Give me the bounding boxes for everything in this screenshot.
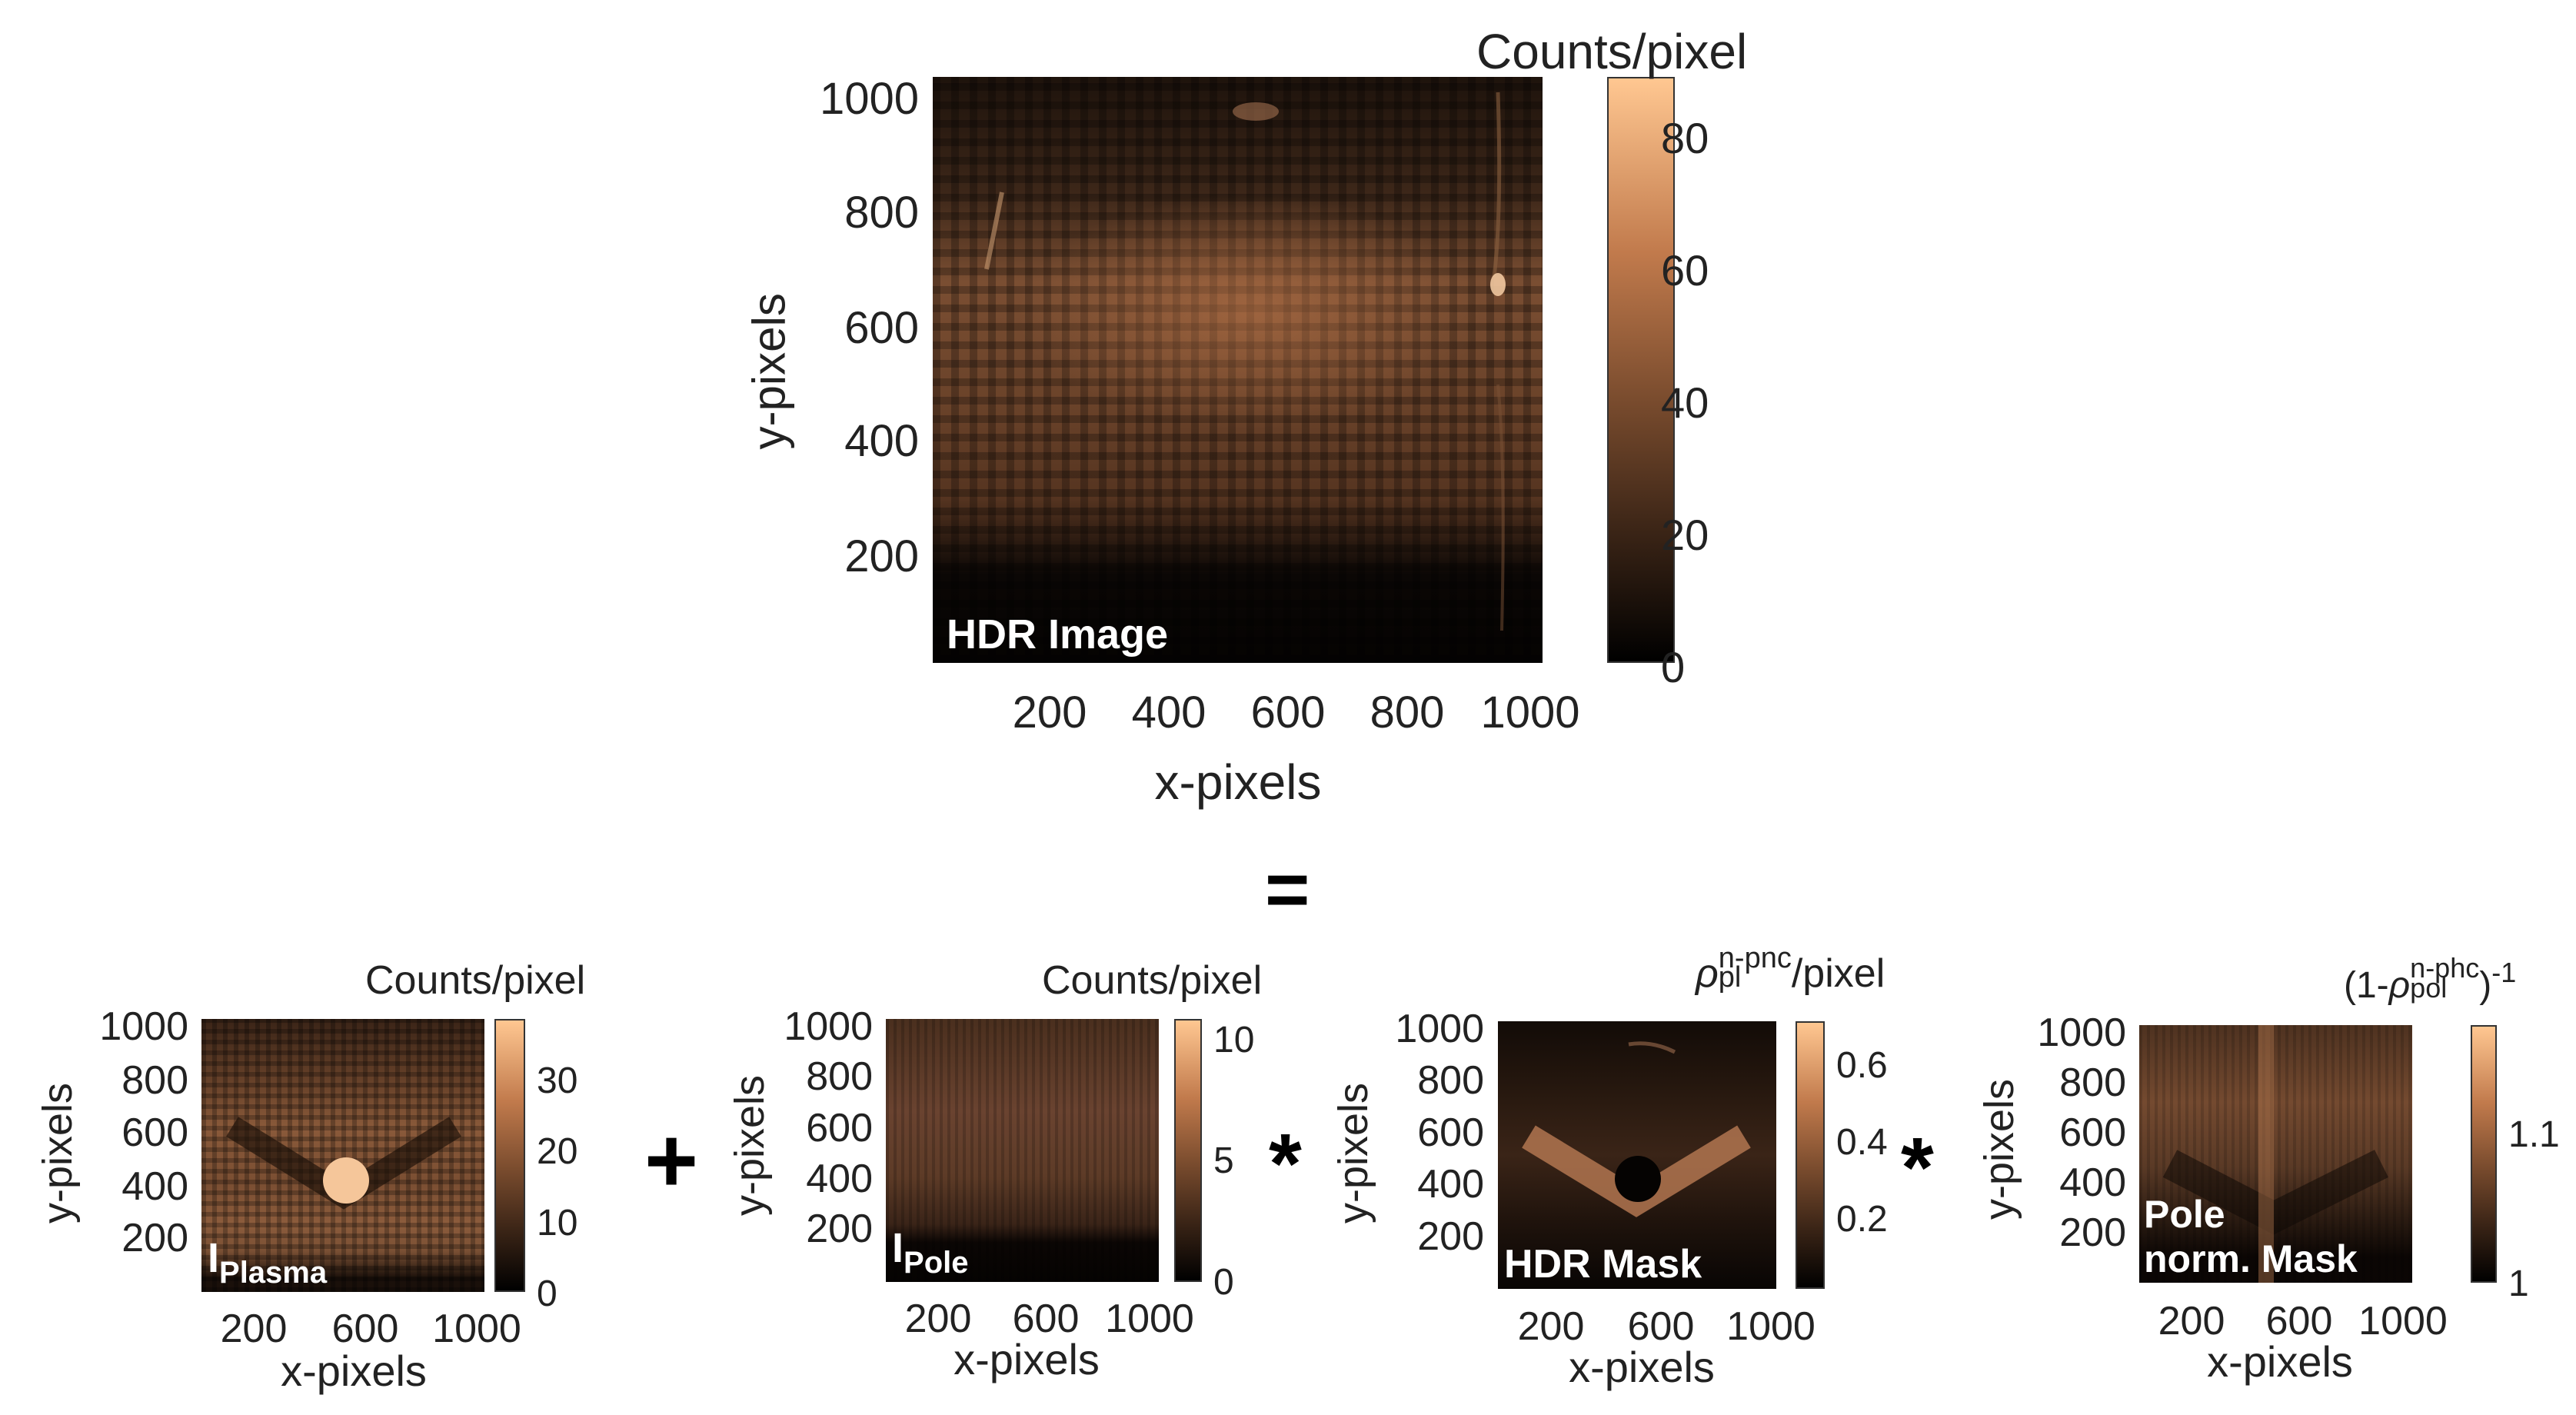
y-axis-label: y-pixels [1330, 1082, 1376, 1224]
colorbar-title: Counts/pixel [1476, 24, 1748, 79]
pole-norm-mask-overlay-label: Pole norm. Mask [2144, 1193, 2358, 1280]
x-tick-label: 600 [1627, 1304, 1695, 1349]
hdr-image-features [984, 92, 1506, 631]
x-axis-label: x-pixels [1569, 1343, 1715, 1391]
y-tick-label: 800 [2059, 1060, 2126, 1105]
y-tick-label: 600 [121, 1110, 188, 1155]
colorbar-tick-label: 40 [1661, 378, 1709, 427]
pole-norm-mask-image: Pole norm. Mask [2139, 1025, 2412, 1283]
x-tick-label: 1000 [1726, 1304, 1816, 1349]
y-axis-label: y-pixels [35, 1082, 81, 1224]
colorbar [1607, 77, 1675, 663]
y-tick-label: 200 [844, 531, 919, 581]
plasma-image-features [226, 1117, 461, 1210]
hdr-image: HDR Image [933, 77, 1543, 663]
colorbar-tick-label: 5 [1213, 1140, 1234, 1181]
colorbar-tick-label: 80 [1661, 114, 1709, 162]
y-tick-label: 400 [2059, 1160, 2126, 1205]
colorbar-tick-label: 0.4 [1836, 1122, 1888, 1163]
pole-norm-mask-features [2162, 1025, 2388, 1283]
y-tick-label: 1000 [784, 1004, 873, 1049]
colorbar [1174, 1019, 1202, 1282]
colorbar-tick-label: 10 [1213, 1020, 1255, 1060]
y-tick-label: 1000 [819, 74, 919, 124]
x-tick-label: 600 [331, 1307, 399, 1351]
colorbar-tick-label: 60 [1661, 246, 1709, 295]
x-tick-label: 1000 [1480, 688, 1580, 737]
colorbar-tick-label: 20 [1661, 511, 1709, 559]
x-axis-label: x-pixels [954, 1335, 1100, 1383]
x-axis-label: x-pixels [281, 1347, 427, 1395]
x-tick-label: 800 [1370, 688, 1445, 737]
hdr-mask-image: HDR Mask [1498, 1021, 1776, 1289]
x-tick-label: 600 [1012, 1297, 1080, 1341]
colorbar-title: Counts/pixel [1042, 958, 1263, 1003]
pole-overlay-label: IPole [892, 1225, 969, 1280]
y-tick-label: 1000 [2037, 1010, 2126, 1055]
colorbar-tick-label: 0 [1213, 1262, 1234, 1303]
plasma-overlay-label: IPlasma [208, 1235, 328, 1290]
multiply-sign: * [1269, 1117, 1302, 1211]
x-tick-label: 200 [1012, 688, 1087, 737]
x-tick-label: 600 [2265, 1299, 2333, 1343]
multiply-sign: * [1901, 1120, 1934, 1215]
colorbar-tick-label: 1 [2508, 1264, 2529, 1304]
x-tick-label: 200 [220, 1307, 288, 1351]
colorbar-title: Counts/pixel [365, 958, 586, 1003]
colorbar [2471, 1025, 2497, 1283]
colorbar-tick-label: 20 [537, 1131, 578, 1172]
hdr-mask-features [1522, 1041, 1751, 1217]
colorbar-title: (1-ρ n-phc pol)-1 [2344, 952, 2517, 1006]
colorbar-tick-label: 0 [1661, 643, 1686, 691]
equals-sign: = [1265, 847, 1310, 933]
x-tick-label: 200 [904, 1297, 972, 1341]
y-tick-label: 800 [121, 1058, 188, 1103]
y-tick-label: 200 [806, 1207, 873, 1251]
colorbar-tick-label: 30 [537, 1060, 578, 1101]
pole-image: IPole [886, 1019, 1159, 1282]
plasma-image: IPlasma [201, 1019, 484, 1292]
colorbar-tick-label: 1.1 [2508, 1114, 2560, 1155]
x-axis-label: x-pixels [2207, 1337, 2353, 1386]
colorbar-tick-label: 0.6 [1836, 1045, 1888, 1086]
x-tick-label: 200 [1517, 1304, 1585, 1349]
x-axis-label: x-pixels [1154, 754, 1322, 810]
y-tick-label: 600 [2059, 1110, 2126, 1155]
y-axis-label: y-pixels [727, 1074, 773, 1216]
y-tick-label: 400 [806, 1157, 873, 1201]
plus-sign: + [644, 1109, 699, 1212]
image-overlay-label: HDR Image [947, 611, 1169, 658]
colorbar-tick-label: 0 [537, 1274, 557, 1314]
colorbar [1796, 1021, 1825, 1289]
colorbar-tick-label: 10 [537, 1203, 578, 1244]
colorbar [494, 1019, 525, 1292]
x-tick-label: 400 [1131, 688, 1206, 737]
y-tick-label: 600 [844, 303, 919, 353]
y-axis-label: y-pixels [1976, 1078, 2022, 1220]
hdr-mask-overlay-label: HDR Mask [1504, 1242, 1702, 1287]
y-tick-label: 400 [844, 416, 919, 466]
y-tick-label: 800 [844, 188, 919, 238]
y-tick-label: 600 [806, 1106, 873, 1150]
y-tick-label: 800 [1417, 1058, 1484, 1103]
y-tick-label: 800 [806, 1054, 873, 1099]
x-tick-label: 1000 [2358, 1299, 2448, 1343]
y-tick-label: 400 [1417, 1162, 1484, 1207]
y-tick-label: 600 [1417, 1110, 1484, 1155]
x-tick-label: 1000 [1105, 1297, 1194, 1341]
y-tick-label: 200 [1417, 1214, 1484, 1259]
y-axis-label: y-pixels [743, 293, 795, 450]
y-tick-label: 1000 [99, 1004, 188, 1049]
y-tick-label: 400 [121, 1164, 188, 1209]
y-tick-label: 1000 [1395, 1007, 1484, 1051]
x-tick-label: 200 [2158, 1299, 2225, 1343]
colorbar-title: ρ n-pnc pl/pixel [1696, 942, 1885, 996]
y-tick-label: 200 [2059, 1210, 2126, 1255]
colorbar-tick-label: 0.2 [1836, 1199, 1888, 1240]
y-tick-label: 200 [121, 1216, 188, 1260]
x-tick-label: 1000 [432, 1307, 521, 1351]
x-tick-label: 600 [1250, 688, 1326, 737]
